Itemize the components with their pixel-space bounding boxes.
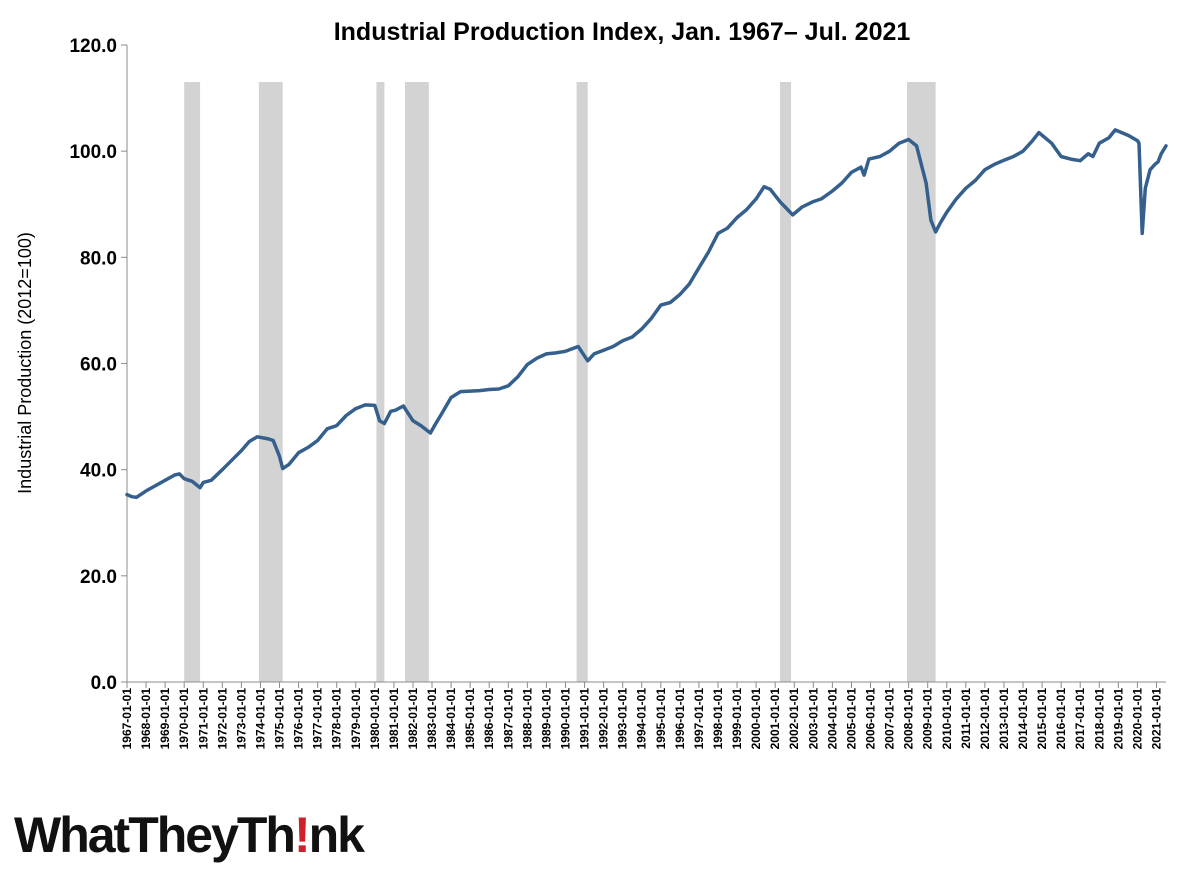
x-tick-label: 2000-01-01: [749, 688, 763, 750]
y-tick-label: 0.0: [91, 673, 117, 694]
recession-band: [376, 82, 385, 682]
series: [125, 128, 1168, 500]
y-axis-label: Industrial Production (2012=100): [15, 232, 35, 494]
y-tick-label: 40.0: [80, 461, 117, 482]
x-tick-label: 2005-01-01: [844, 688, 858, 750]
x-tick-label: 1968-01-01: [139, 688, 153, 750]
x-tick-label: 1991-01-01: [578, 688, 592, 750]
series-line: [125, 128, 1168, 500]
x-tick-label: 1976-01-01: [292, 688, 306, 750]
y-tick-label: 20.0: [80, 567, 117, 588]
x-tick-label: 2020-01-01: [1130, 688, 1144, 750]
x-tick-label: 1986-01-01: [482, 688, 496, 750]
x-tick-label: 2018-01-01: [1092, 688, 1106, 750]
y-tick-label: 80.0: [80, 248, 117, 269]
recession-bands: [184, 82, 936, 682]
x-tick-label: 1967-01-01: [120, 688, 134, 750]
x-tick-label: 1969-01-01: [158, 688, 172, 750]
x-tick-label: 2013-01-01: [997, 688, 1011, 750]
x-tick-label: 2009-01-01: [921, 688, 935, 750]
recession-band: [258, 82, 283, 682]
x-tick-label: 2004-01-01: [825, 688, 839, 750]
x-axis-ticks: 1967-01-01 1968-01-01 1969-01-01 1970-01-01…: [120, 682, 1163, 749]
x-tick-label: 1973-01-01: [234, 688, 248, 750]
x-tick-label: 2003-01-01: [806, 688, 820, 750]
x-tick-label: 2017-01-01: [1073, 688, 1087, 750]
x-tick-label: 2008-01-01: [902, 688, 916, 750]
chart-title: Industrial Production Index, Jan. 1967– …: [334, 18, 911, 46]
x-tick-label: 1988-01-01: [520, 688, 534, 750]
x-tick-label: 2006-01-01: [864, 688, 878, 750]
recession-band: [576, 82, 588, 682]
whattheythink-logo: WhatTheyTh!nk: [14, 800, 414, 870]
x-tick-label: 1984-01-01: [444, 688, 458, 750]
x-tick-label: 1972-01-01: [215, 688, 229, 750]
x-tick-label: 1978-01-01: [330, 688, 344, 750]
x-tick-label: 1980-01-01: [368, 688, 382, 750]
x-tick-label: 2014-01-01: [1016, 688, 1030, 750]
x-tick-label: 1979-01-01: [349, 688, 363, 750]
x-tick-label: 1987-01-01: [501, 688, 515, 750]
y-tick-label: 120.0: [69, 36, 117, 57]
y-tick-label: 100.0: [69, 142, 117, 163]
x-tick-label: 2002-01-01: [787, 688, 801, 750]
x-tick-label: 1970-01-01: [177, 688, 191, 750]
recession-band: [779, 82, 792, 682]
y-tick-label: 60.0: [80, 355, 117, 376]
x-tick-label: 1974-01-01: [253, 688, 267, 750]
recession-band: [184, 82, 201, 682]
x-tick-label: 1983-01-01: [425, 688, 439, 750]
x-tick-label: 1990-01-01: [558, 688, 572, 750]
x-tick-label: 2016-01-01: [1054, 688, 1068, 750]
x-tick-label: 2011-01-01: [959, 688, 973, 749]
x-tick-label: 1985-01-01: [463, 688, 477, 750]
x-tick-label: 1997-01-01: [692, 688, 706, 750]
x-tick-label: 1999-01-01: [730, 688, 744, 750]
axes: [126, 45, 1166, 683]
y-axis-ticks: 0.0 20.0 40.0 60.0 80.0 100.0 120.0: [69, 36, 127, 694]
x-tick-label: 2007-01-01: [883, 688, 897, 750]
recession-band: [907, 82, 936, 682]
x-tick-label: 2010-01-01: [940, 688, 954, 750]
x-tick-label: 1998-01-01: [711, 688, 725, 750]
x-tick-label: 1975-01-01: [273, 688, 287, 750]
x-tick-label: 1971-01-01: [196, 688, 210, 750]
x-tick-label: 1989-01-01: [539, 688, 553, 750]
x-tick-label: 1977-01-01: [311, 688, 325, 750]
x-tick-label: 1993-01-01: [616, 688, 630, 750]
x-tick-label: 2012-01-01: [978, 688, 992, 750]
x-tick-label: 1981-01-01: [387, 688, 401, 750]
x-tick-label: 1995-01-01: [654, 688, 668, 750]
x-tick-label: 2015-01-01: [1035, 688, 1049, 750]
x-tick-label: 1992-01-01: [597, 688, 611, 750]
x-tick-label: 2021-01-01: [1149, 688, 1163, 750]
x-tick-label: 1994-01-01: [635, 688, 649, 750]
x-tick-label: 1996-01-01: [673, 688, 687, 750]
logo-text-prefix: WhatTheyTh: [14, 807, 296, 863]
x-tick-label: 2019-01-01: [1111, 688, 1125, 750]
logo-exclamation: !: [293, 807, 311, 863]
logo-text-suffix: nk: [308, 807, 365, 863]
recession-band: [405, 82, 429, 682]
x-tick-label: 2001-01-01: [768, 688, 782, 750]
x-tick-label: 1982-01-01: [406, 688, 420, 750]
